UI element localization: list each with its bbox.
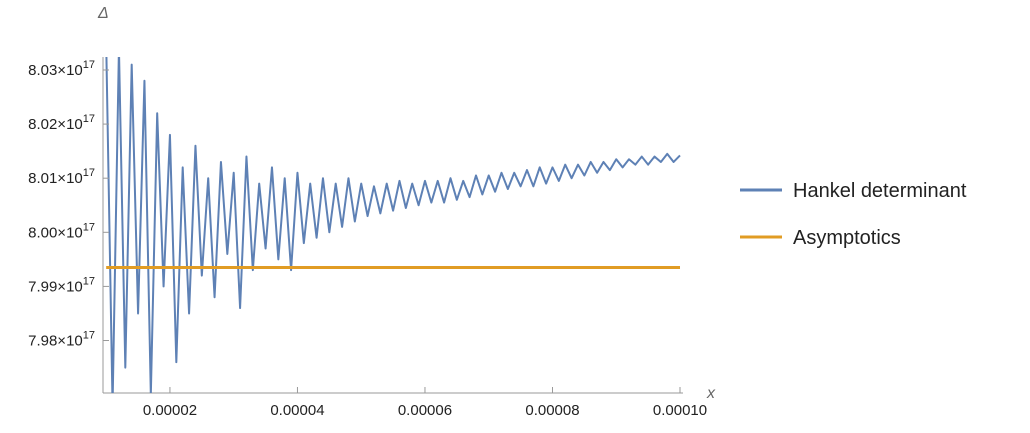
y-tick-label: 8.01×1017 bbox=[28, 167, 95, 187]
y-tick-label: 7.99×1017 bbox=[28, 275, 95, 295]
x-tick-label: 0.00002 bbox=[143, 402, 197, 419]
legend-label: Hankel determinant bbox=[793, 180, 967, 202]
y-tick-label: 7.98×1017 bbox=[28, 330, 95, 350]
x-tick-label: 0.00008 bbox=[525, 402, 579, 419]
y-tick-label: 8.00×1017 bbox=[28, 221, 95, 241]
y-tick-label: 8.02×1017 bbox=[28, 113, 95, 133]
y-axis-label: Δ bbox=[97, 5, 109, 22]
plot-area bbox=[105, 57, 681, 393]
x-tick-label: 0.00004 bbox=[270, 402, 324, 419]
series-line bbox=[105, 57, 681, 393]
x-tick-label: 0.00010 bbox=[653, 402, 707, 419]
x-axis-label: x bbox=[706, 385, 716, 402]
y-tick-label: 8.03×1017 bbox=[28, 59, 95, 79]
x-tick-label: 0.00006 bbox=[398, 402, 452, 419]
legend-label: Asymptotics bbox=[793, 227, 901, 249]
